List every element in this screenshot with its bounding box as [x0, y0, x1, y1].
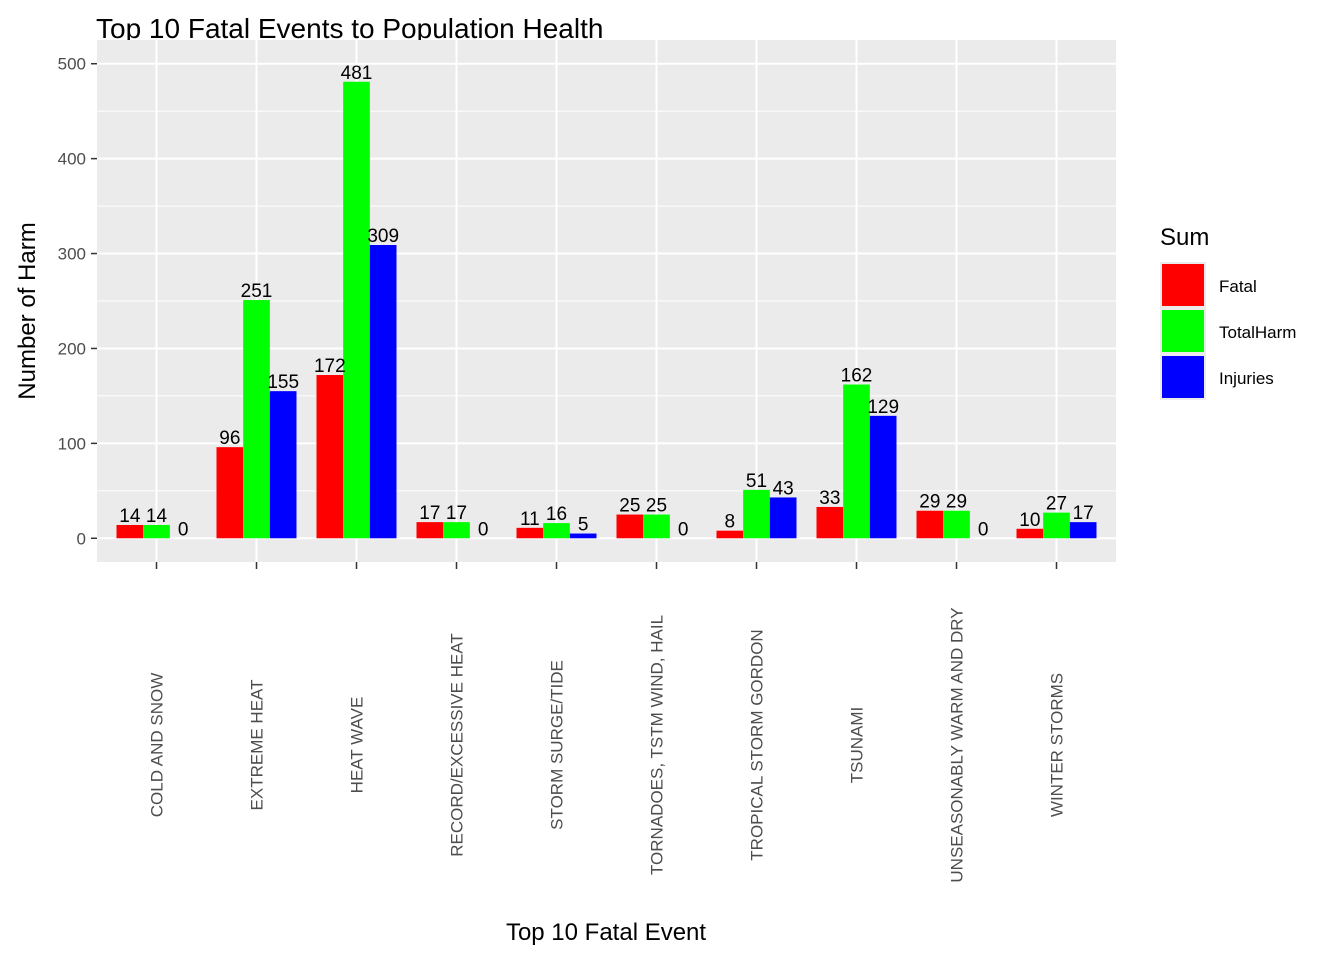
- bar-fatal: [916, 510, 944, 539]
- x-tick-label: TSUNAMI: [848, 707, 867, 784]
- data-label: 14: [146, 506, 168, 527]
- data-label: 16: [546, 504, 567, 525]
- bar-totalharm: [943, 510, 970, 539]
- x-tick-label: TORNADOES, TSTM WIND, HAIL: [648, 615, 667, 875]
- data-label: 309: [367, 226, 399, 247]
- data-label: 129: [867, 397, 899, 418]
- y-tick-label: 0: [77, 529, 86, 548]
- data-label: 17: [446, 503, 467, 524]
- legend-key-totalharm: [1162, 310, 1204, 352]
- data-label: 0: [178, 519, 189, 540]
- bar-fatal: [816, 506, 844, 539]
- y-tick-label: 500: [58, 55, 86, 74]
- data-label: 155: [267, 372, 299, 393]
- bar-fatal: [416, 522, 444, 539]
- y-tick-label: 400: [58, 150, 86, 169]
- data-label: 29: [946, 492, 967, 513]
- bar-totalharm: [443, 522, 470, 539]
- x-tick-label: RECORD/EXCESSIVE HEAT: [448, 633, 467, 857]
- bars: [116, 81, 1097, 539]
- data-label: 172: [314, 356, 346, 377]
- bar-totalharm: [543, 523, 570, 539]
- bar-injuries: [1069, 522, 1097, 539]
- data-label: 10: [1019, 510, 1040, 531]
- y-axis-title: Number of Harm: [14, 222, 41, 399]
- data-label: 0: [478, 519, 489, 540]
- bar-fatal: [716, 530, 744, 539]
- x-tick-label: TROPICAL STORM GORDON: [748, 629, 767, 860]
- data-label: 5: [578, 515, 589, 536]
- legend-label: Injuries: [1219, 369, 1274, 388]
- bar-fatal: [216, 447, 244, 539]
- x-tick-label: COLD AND SNOW: [148, 673, 167, 818]
- bar-fatal: [1016, 528, 1044, 539]
- data-label: 29: [919, 492, 940, 513]
- x-tick-label: UNSEASONABLY WARM AND DRY: [948, 607, 967, 882]
- bar-injuries: [869, 415, 897, 539]
- bar-fatal: [616, 514, 644, 539]
- bar-totalharm: [243, 300, 270, 539]
- y-tick-label: 100: [58, 434, 86, 453]
- bar-fatal: [316, 375, 344, 539]
- data-label: 27: [1046, 494, 1067, 515]
- data-label: 17: [419, 503, 440, 524]
- bar-totalharm: [1043, 512, 1070, 539]
- data-label: 96: [219, 428, 240, 449]
- data-label: 162: [841, 366, 873, 387]
- data-label: 0: [978, 519, 989, 540]
- data-label: 251: [241, 281, 273, 302]
- data-labels: 14 14 0 96 251 155 172 481 309 17 17 0 11 16 5 25 25 0 8 51…: [119, 63, 1093, 541]
- legend-title: Sum: [1160, 224, 1209, 251]
- data-label: 481: [341, 63, 373, 84]
- x-tick-label: EXTREME HEAT: [248, 680, 267, 811]
- bar-totalharm: [143, 524, 170, 539]
- bar-injuries: [269, 391, 297, 539]
- x-axis-title: Top 10 Fatal Event: [506, 919, 706, 946]
- data-label: 8: [725, 512, 736, 533]
- legend-label: Fatal: [1219, 277, 1257, 296]
- bar-injuries: [769, 497, 797, 539]
- x-axis: COLD AND SNOW EXTREME HEAT HEAT WAVE RECORD…: [148, 562, 1067, 883]
- legend-key-fatal: [1162, 264, 1204, 306]
- bar-injuries: [569, 533, 597, 539]
- data-label: 43: [773, 478, 794, 499]
- legend-key-injuries: [1162, 356, 1204, 398]
- data-label: 17: [1073, 503, 1094, 524]
- y-tick-label: 200: [58, 339, 86, 358]
- bar-fatal: [516, 527, 544, 539]
- bar-injuries: [369, 245, 397, 539]
- data-label: 25: [646, 496, 667, 517]
- data-label: 25: [619, 496, 640, 517]
- data-label: 11: [520, 509, 540, 530]
- data-label: 33: [819, 488, 840, 509]
- bar-totalharm: [643, 514, 670, 539]
- y-axis: 0 100 200 300 400 500: [58, 55, 97, 548]
- data-label: 0: [678, 519, 689, 540]
- chart-title: Top 10 Fatal Events to Population Health: [96, 13, 603, 44]
- legend-label: TotalHarm: [1219, 323, 1296, 342]
- legend: Sum Fatal TotalHarm Injuries: [1160, 224, 1296, 400]
- bar-totalharm: [843, 384, 870, 539]
- bar-totalharm: [343, 81, 370, 539]
- y-tick-label: 300: [58, 245, 86, 264]
- x-tick-label: HEAT WAVE: [348, 697, 367, 794]
- data-label: 14: [119, 506, 141, 527]
- data-label: 51: [746, 471, 767, 492]
- x-tick-label: STORM SURGE/TIDE: [548, 660, 567, 830]
- bar-totalharm: [743, 489, 770, 539]
- x-tick-label: WINTER STORMS: [1048, 673, 1067, 817]
- bar-fatal: [116, 524, 144, 539]
